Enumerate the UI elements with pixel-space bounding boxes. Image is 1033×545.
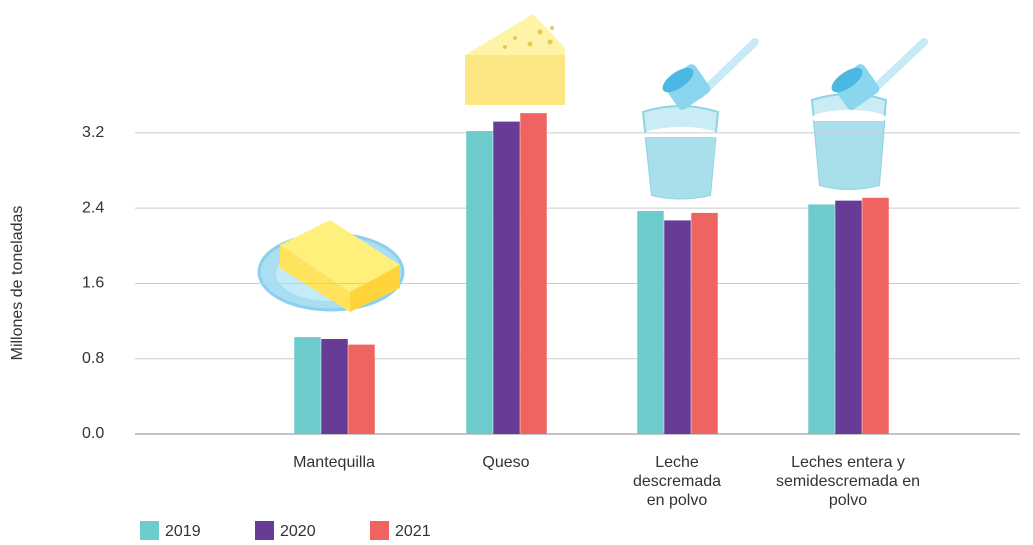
y-tick-label: 1.6: [82, 275, 104, 292]
bar: [520, 113, 547, 434]
y-tick-label: 2.4: [82, 199, 104, 216]
x-tick-label: Leches entera y semidescremada en polvo: [773, 453, 923, 510]
legend-swatch: [140, 521, 159, 540]
chart-page: Millones de toneladas 0.0 0.8 1.6 2.4 3.2 201…: [0, 0, 1033, 545]
x-tick-label: Mantequilla: [259, 453, 409, 472]
bar: [664, 220, 691, 434]
y-tick-label: 0.0: [82, 425, 104, 442]
bar: [493, 122, 520, 434]
y-tick-label: 0.8: [82, 350, 104, 367]
y-tick-label: 3.2: [82, 124, 104, 141]
y-axis-label: Millones de toneladas: [9, 206, 26, 361]
bar: [294, 337, 321, 434]
bar: [835, 201, 862, 434]
bar: [466, 131, 493, 434]
cheese-icon: [465, 14, 565, 105]
bar: [862, 198, 889, 434]
milk-glass-icon: [643, 42, 755, 199]
bar: [637, 211, 664, 434]
butter-icon: [259, 220, 403, 312]
legend-swatch: [255, 521, 274, 540]
legend-label: 2020: [280, 523, 316, 540]
legend-swatch: [370, 521, 389, 540]
bar: [808, 204, 835, 434]
milk-glass-icon: [812, 42, 924, 189]
x-tick-label: Leche descremada en polvo: [627, 453, 727, 510]
bar: [348, 345, 375, 434]
x-tick-label: Queso: [431, 453, 581, 472]
legend-label: 2021: [395, 523, 431, 540]
bar: [691, 213, 718, 434]
bar: [321, 339, 348, 434]
legend-label: 2019: [165, 523, 201, 540]
